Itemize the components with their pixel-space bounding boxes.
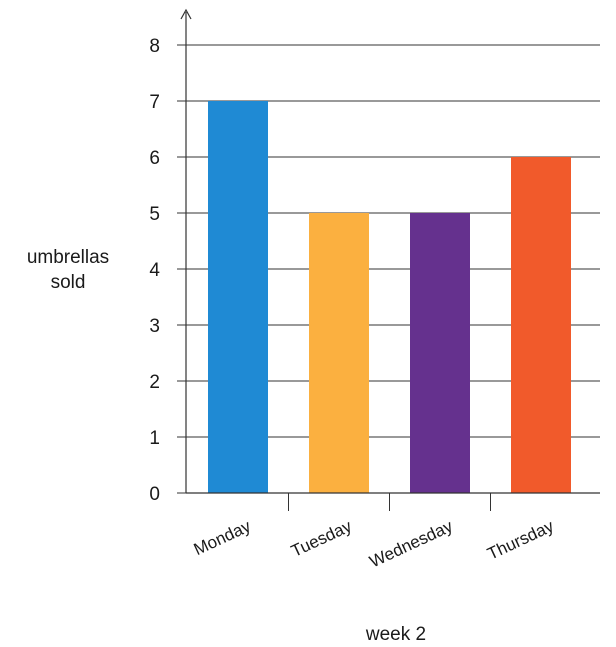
axes [177,8,600,511]
bar-thursday [511,157,571,493]
y-tick-label-6: 6 [149,148,160,169]
y-tick-label-1: 1 [149,428,160,449]
bar-tuesday [309,213,369,493]
x-category-labels: Monday Tuesday Wednesday Thursday [191,516,557,571]
y-tick-label-8: 8 [149,36,160,57]
y-tick-labels: 0 1 2 3 4 5 6 7 8 [149,36,160,505]
y-axis-label-line-1: umbrellas [27,247,109,268]
y-tick-label-4: 4 [149,260,160,281]
bar-wednesday [410,213,470,493]
bars [208,101,571,493]
x-category-label-thursday: Thursday [484,516,557,563]
y-tick-label-2: 2 [149,372,160,393]
x-category-label-monday: Monday [191,516,254,559]
x-category-label-tuesday: Tuesday [288,516,355,561]
y-axis-arrow-icon [180,8,192,20]
y-tick-label-3: 3 [149,316,160,337]
y-tick-label-5: 5 [149,204,160,225]
x-category-label-wednesday: Wednesday [367,516,457,571]
y-tick-label-0: 0 [149,484,160,505]
y-axis-label-line-2: sold [51,272,86,293]
x-axis-label: week 2 [365,624,426,645]
bar-monday [208,101,268,493]
y-tick-label-7: 7 [149,92,160,113]
